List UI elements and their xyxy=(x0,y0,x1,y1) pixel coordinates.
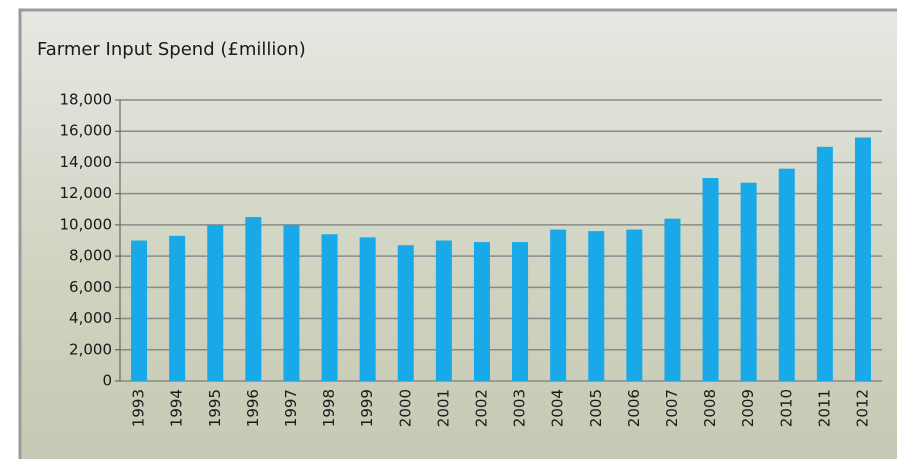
y-tick-label: 14,000 xyxy=(60,153,113,171)
x-tick-label: 1999 xyxy=(358,389,376,427)
bar xyxy=(169,235,186,381)
bar xyxy=(816,146,833,381)
x-tick-label: 2005 xyxy=(587,389,605,427)
bar xyxy=(435,240,452,381)
bar xyxy=(740,182,757,381)
bar xyxy=(702,178,719,381)
frame xyxy=(18,8,897,459)
x-tick-label: 1994 xyxy=(168,389,186,427)
x-tick-label: 1998 xyxy=(320,389,338,427)
x-tick-label: 2012 xyxy=(853,389,871,427)
x-tick-label: 2010 xyxy=(777,389,795,427)
y-tick-label: 16,000 xyxy=(60,122,113,140)
x-tick-label: 2007 xyxy=(663,389,681,427)
y-tick-label: 8,000 xyxy=(69,247,112,265)
bar xyxy=(131,240,148,381)
bar xyxy=(626,229,643,381)
y-tick-label: 2,000 xyxy=(69,340,112,358)
y-tick-label: 6,000 xyxy=(69,278,112,296)
x-tick-label: 1993 xyxy=(130,389,148,427)
y-tick-label: 18,000 xyxy=(60,91,113,109)
background xyxy=(20,10,897,459)
x-tick-label: 2006 xyxy=(625,389,643,427)
bar xyxy=(512,242,529,381)
x-tick-label: 2011 xyxy=(815,389,833,427)
x-tick-label: 2000 xyxy=(396,389,414,427)
y-tick-label: 0 xyxy=(102,372,112,390)
x-tick-label: 2003 xyxy=(511,389,529,427)
bar xyxy=(397,245,414,381)
x-tick-label: 2008 xyxy=(701,389,719,427)
x-tick-label: 1995 xyxy=(206,389,224,427)
y-tick-label: 4,000 xyxy=(69,309,112,327)
x-tick-label: 1996 xyxy=(244,389,262,427)
x-tick-label: 1997 xyxy=(282,389,300,427)
y-tick-label: 10,000 xyxy=(60,215,113,233)
bar xyxy=(588,231,605,381)
bar xyxy=(283,224,300,381)
bar xyxy=(245,217,262,381)
bar xyxy=(854,137,871,381)
x-tick-label: 2001 xyxy=(434,389,452,427)
bar xyxy=(664,218,681,381)
x-tick-label: 2009 xyxy=(739,389,757,427)
bar xyxy=(778,168,795,381)
bar xyxy=(207,224,224,381)
chart-title: Farmer Input Spend (£million) xyxy=(37,39,306,60)
bar xyxy=(321,234,338,381)
y-tick-label: 12,000 xyxy=(60,184,113,202)
bar xyxy=(550,229,567,381)
bar xyxy=(359,237,376,381)
x-tick-label: 2002 xyxy=(472,389,490,427)
x-tick-label: 2004 xyxy=(549,389,567,427)
bar xyxy=(473,242,490,381)
